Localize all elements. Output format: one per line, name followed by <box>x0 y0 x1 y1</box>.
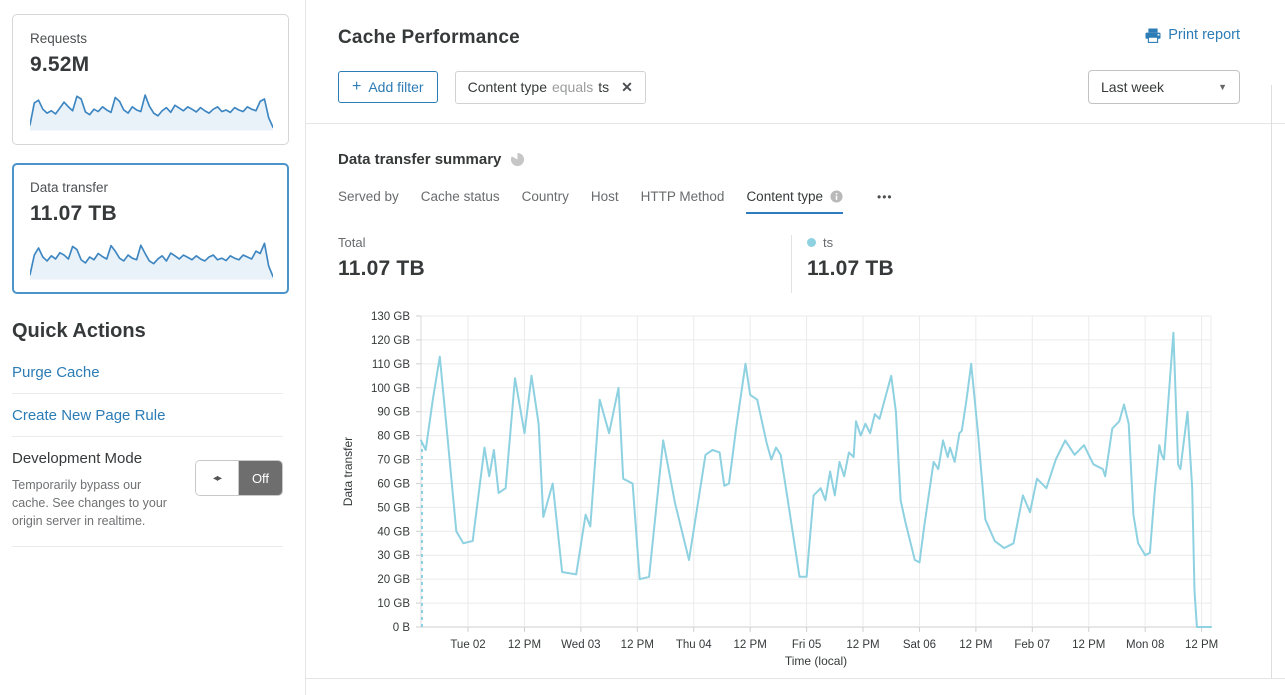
add-filter-label: Add filter <box>368 79 424 95</box>
filter-row: + Add filter Content type equals ts ✕ La… <box>338 70 1240 104</box>
data-transfer-summary-section: Data transfer summary Served by Cache st… <box>306 124 1285 676</box>
quick-actions-section: Quick Actions Purge Cache Create New Pag… <box>12 320 283 548</box>
print-report-label: Print report <box>1168 27 1240 43</box>
svg-text:12 PM: 12 PM <box>734 639 767 651</box>
svg-text:12 PM: 12 PM <box>846 639 879 651</box>
filter-chip-operator: equals <box>551 79 594 95</box>
svg-text:Mon 08: Mon 08 <box>1126 639 1164 651</box>
tab-http-method[interactable]: HTTP Method <box>640 189 725 204</box>
svg-text:120 GB: 120 GB <box>371 335 410 347</box>
svg-text:70 GB: 70 GB <box>377 455 410 467</box>
svg-text:100 GB: 100 GB <box>371 383 410 395</box>
tab-served-by[interactable]: Served by <box>338 189 399 204</box>
requests-sparkline-chart <box>30 94 273 131</box>
svg-text:110 GB: 110 GB <box>372 359 410 371</box>
development-mode-toggle[interactable]: ◂▸ Off <box>195 460 283 496</box>
svg-text:30 GB: 30 GB <box>377 550 410 562</box>
svg-text:Sat 06: Sat 06 <box>903 639 936 651</box>
main-panel: Cache Performance Print report + Add fil… <box>306 0 1285 695</box>
summary-title: Data transfer summary <box>338 151 502 168</box>
quick-actions-title: Quick Actions <box>12 320 146 342</box>
filter-chip-content-type: Content type equals ts ✕ <box>454 70 646 104</box>
svg-text:12 PM: 12 PM <box>621 639 654 651</box>
svg-text:Fri 05: Fri 05 <box>792 639 821 651</box>
svg-text:12 PM: 12 PM <box>508 639 541 651</box>
svg-text:50 GB: 50 GB <box>377 502 410 514</box>
line-chart-canvas[interactable]: 0 B 10 GB 20 GB 30 GB 40 GB 50 GB 60 GB 70 GB 80… <box>338 309 1231 671</box>
svg-text:0 B: 0 B <box>393 622 411 634</box>
svg-text:Wed 03: Wed 03 <box>561 639 600 651</box>
total-label: Total <box>338 235 366 250</box>
totals-row: Total 11.07 TB ts 11.07 TB <box>338 235 1285 293</box>
print-report-link[interactable]: Print report <box>1145 27 1240 43</box>
right-divider <box>1271 85 1272 678</box>
header-divider <box>306 123 1285 124</box>
pie-loading-icon <box>511 152 525 167</box>
svg-text:12 PM: 12 PM <box>1072 639 1105 651</box>
svg-text:80 GB: 80 GB <box>377 431 410 443</box>
development-mode-row: Development Mode Temporarily bypass our … <box>12 437 283 548</box>
toggle-arrows-icon: ◂▸ <box>212 472 222 484</box>
data-transfer-value: 11.07 TB <box>30 202 117 225</box>
add-filter-button[interactable]: + Add filter <box>338 71 438 103</box>
tab-cache-status[interactable]: Cache status <box>420 189 500 204</box>
header-row: Cache Performance Print report <box>306 0 1285 49</box>
tab-host[interactable]: Host <box>590 189 619 204</box>
svg-text:12 PM: 12 PM <box>959 639 992 651</box>
ts-legend-dot-icon <box>807 238 816 247</box>
svg-text:20 GB: 20 GB <box>377 574 410 586</box>
time-range-dropdown[interactable]: Last week ▼ <box>1088 70 1240 104</box>
info-icon[interactable] <box>830 190 843 203</box>
filter-remove-close-icon[interactable]: ✕ <box>621 78 633 95</box>
svg-text:Data transfer: Data transfer <box>341 437 355 506</box>
development-mode-description: Temporarily bypass our cache. See change… <box>12 478 167 529</box>
filter-chip-value: ts <box>598 79 610 95</box>
toggle-state-label: Off <box>239 461 282 495</box>
summary-tabs: Served by Cache status Country Host HTTP… <box>338 189 1285 214</box>
svg-text:Tue 02: Tue 02 <box>450 639 485 651</box>
development-mode-title: Development Mode <box>12 450 143 467</box>
totals-divider <box>791 235 792 293</box>
svg-text:40 GB: 40 GB <box>377 526 410 538</box>
plus-icon: + <box>352 78 362 95</box>
svg-text:Thu 04: Thu 04 <box>676 639 712 651</box>
data-transfer-sparkline-chart <box>30 242 273 280</box>
data-transfer-label: Data transfer <box>30 180 109 195</box>
more-tabs-ellipsis-icon[interactable]: ••• <box>877 190 893 204</box>
ts-legend-label: ts <box>823 235 834 250</box>
bottom-divider <box>306 678 1285 679</box>
chevron-down-icon: ▼ <box>1218 82 1227 92</box>
requests-metric-card[interactable]: Requests 9.52M <box>12 14 289 145</box>
total-value: 11.07 TB <box>338 257 425 280</box>
data-transfer-chart: 0 B 10 GB 20 GB 30 GB 40 GB 50 GB 60 GB 70 GB 80… <box>338 309 1285 676</box>
svg-text:90 GB: 90 GB <box>377 407 410 419</box>
data-transfer-metric-card[interactable]: Data transfer 11.07 TB <box>12 163 289 294</box>
tab-country[interactable]: Country <box>521 189 569 204</box>
svg-text:Feb 07: Feb 07 <box>1014 639 1050 651</box>
requests-value: 9.52M <box>30 53 90 76</box>
svg-text:130 GB: 130 GB <box>371 311 410 323</box>
filter-chip-field: Content type <box>467 79 547 95</box>
printer-icon <box>1145 28 1161 43</box>
purge-cache-link[interactable]: Purge Cache <box>12 351 283 394</box>
svg-text:Time (local): Time (local) <box>785 654 847 668</box>
svg-text:10 GB: 10 GB <box>377 598 410 610</box>
svg-text:60 GB: 60 GB <box>377 478 410 490</box>
page-title: Cache Performance <box>338 27 520 48</box>
tab-content-type[interactable]: Content type <box>746 189 843 214</box>
ts-value: 11.07 TB <box>807 257 894 280</box>
svg-text:12 PM: 12 PM <box>1185 639 1218 651</box>
sidebar: Requests 9.52M Data transfer 11.07 TB Qu… <box>0 0 306 695</box>
create-page-rule-link[interactable]: Create New Page Rule <box>12 394 283 437</box>
requests-label: Requests <box>30 31 88 46</box>
time-range-selected: Last week <box>1101 79 1165 95</box>
